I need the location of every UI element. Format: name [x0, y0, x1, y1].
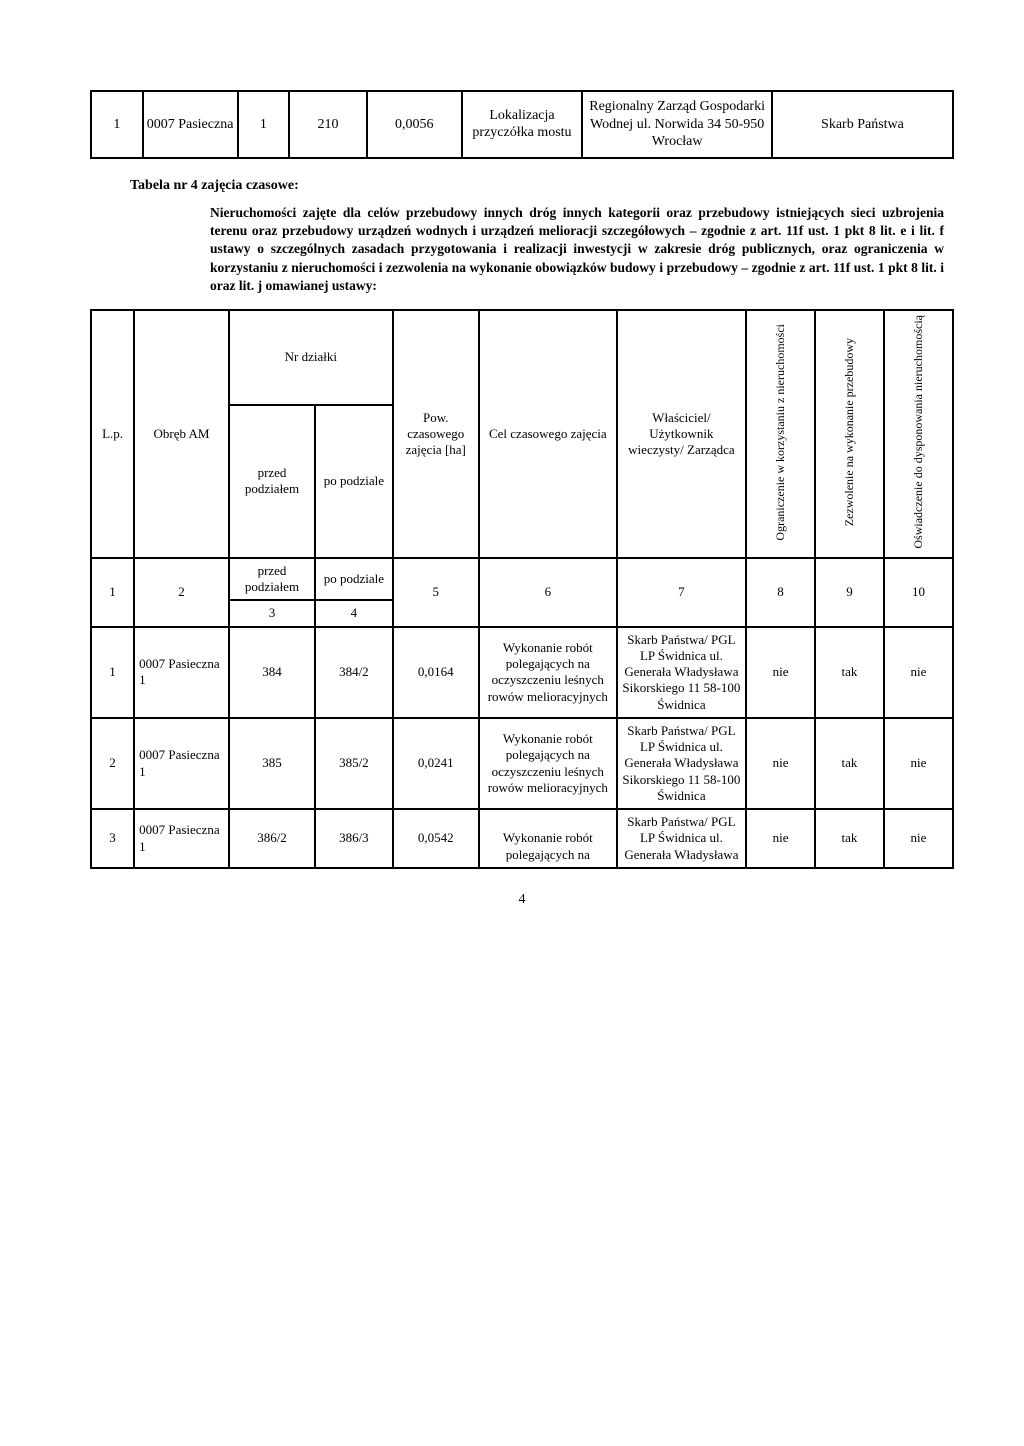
cell-wlasc: Skarb Państwa/ PGL LP Świdnica ul. Gener…	[617, 627, 746, 718]
cell-ogran: nie	[746, 809, 815, 868]
num-2: 2	[134, 558, 229, 627]
cell-zezw: tak	[815, 627, 884, 718]
table-top: 1 0007 Pasieczna 1 210 0,0056 Lokalizacj…	[90, 90, 954, 159]
cell-8: Skarb Państwa	[772, 91, 953, 158]
table-row: 3 0007 Pasieczna 1 386/2 386/3 0,0542 Wy…	[91, 809, 953, 868]
cell-pow: 0,0164	[393, 627, 479, 718]
th-pow: Pow. czasowego zajęcia [ha]	[393, 310, 479, 558]
cell-obreb: 0007 Pasieczna 1	[134, 718, 229, 809]
cell-obreb: 0007 Pasieczna 1	[134, 809, 229, 868]
cell-pow: 0,0241	[393, 718, 479, 809]
th-ogran: Ograniczenie w korzystaniu z nieruchomoś…	[746, 310, 815, 558]
num-9: 9	[815, 558, 884, 627]
num-7: 7	[617, 558, 746, 627]
cell-cel: Wykonanie robót polegających na oczyszcz…	[479, 718, 617, 809]
cell-po: 385/2	[315, 718, 393, 809]
num-10: 10	[884, 558, 953, 627]
th-zezw: Zezwolenie na wykonanie przebudowy	[815, 310, 884, 558]
cell-lp: 1	[91, 627, 134, 718]
cell-pow: 0,0542	[393, 809, 479, 868]
cell-lp: 1	[91, 91, 143, 158]
cell-zezw: tak	[815, 809, 884, 868]
th-przed: przed podziałem	[229, 405, 315, 558]
cell-osw: nie	[884, 809, 953, 868]
th-osw: Oświadczenie do dysponowania nieruchomoś…	[884, 310, 953, 558]
cell-6: Lokalizacja przyczółka mostu	[462, 91, 583, 158]
th-lp: L.p.	[91, 310, 134, 558]
cell-7: Regionalny Zarząd Gospodarki Wodnej ul. …	[582, 91, 772, 158]
cell-przed: 385	[229, 718, 315, 809]
cell-obreb: 0007 Pasieczna	[143, 91, 238, 158]
th-po: po podziale	[315, 405, 393, 558]
paragraph-text: Nieruchomości zajęte dla celów przebudow…	[210, 204, 944, 295]
cell-po: 384/2	[315, 627, 393, 718]
table-row: 1 0007 Pasieczna 1 210 0,0056 Lokalizacj…	[91, 91, 953, 158]
cell-ogran: nie	[746, 718, 815, 809]
cell-3: 1	[238, 91, 290, 158]
table-row: 1 0007 Pasieczna 1 384 384/2 0,0164 Wyko…	[91, 627, 953, 718]
num-5: 5	[393, 558, 479, 627]
cell-zezw: tak	[815, 718, 884, 809]
cell-przed: 384	[229, 627, 315, 718]
cell-po: 386/3	[315, 809, 393, 868]
num-row: 1 2 przed podziałem po podziale 5 6 7 8 …	[91, 558, 953, 601]
cell-wlasc: Skarb Państwa/ PGL LP Świdnica ul. Gener…	[617, 718, 746, 809]
cell-4: 210	[289, 91, 367, 158]
cell-lp: 2	[91, 718, 134, 809]
th-wlasc: Właściciel/ Użytkownik wieczysty/ Zarząd…	[617, 310, 746, 558]
table-main: L.p. Obręb AM Nr działki Pow. czasowego …	[90, 309, 954, 869]
header-row: L.p. Obręb AM Nr działki Pow. czasowego …	[91, 310, 953, 405]
cell-cel: Wykonanie robót polegających na	[479, 809, 617, 868]
cell-osw: nie	[884, 718, 953, 809]
num-4: 4	[315, 600, 393, 626]
table-row: 2 0007 Pasieczna 1 385 385/2 0,0241 Wyko…	[91, 718, 953, 809]
cell-cel: Wykonanie robót polegających na oczyszcz…	[479, 627, 617, 718]
th-nrdz: Nr działki	[229, 310, 393, 405]
cell-przed: 386/2	[229, 809, 315, 868]
num-6: 6	[479, 558, 617, 627]
num-3: 3	[229, 600, 315, 626]
num-8: 8	[746, 558, 815, 627]
cell-obreb: 0007 Pasieczna 1	[134, 627, 229, 718]
cell-wlasc: Skarb Państwa/ PGL LP Świdnica ul. Gener…	[617, 809, 746, 868]
sub-przed: przed podziałem	[229, 558, 315, 601]
sub-po: po podziale	[315, 558, 393, 601]
num-1: 1	[91, 558, 134, 627]
cell-ogran: nie	[746, 627, 815, 718]
cell-osw: nie	[884, 627, 953, 718]
th-cel: Cel czasowego zajęcia	[479, 310, 617, 558]
cell-5: 0,0056	[367, 91, 462, 158]
cell-lp: 3	[91, 809, 134, 868]
section-title: Tabela nr 4 zajęcia czasowe:	[130, 177, 954, 195]
page-number: 4	[90, 891, 954, 909]
th-obreb: Obręb AM	[134, 310, 229, 558]
